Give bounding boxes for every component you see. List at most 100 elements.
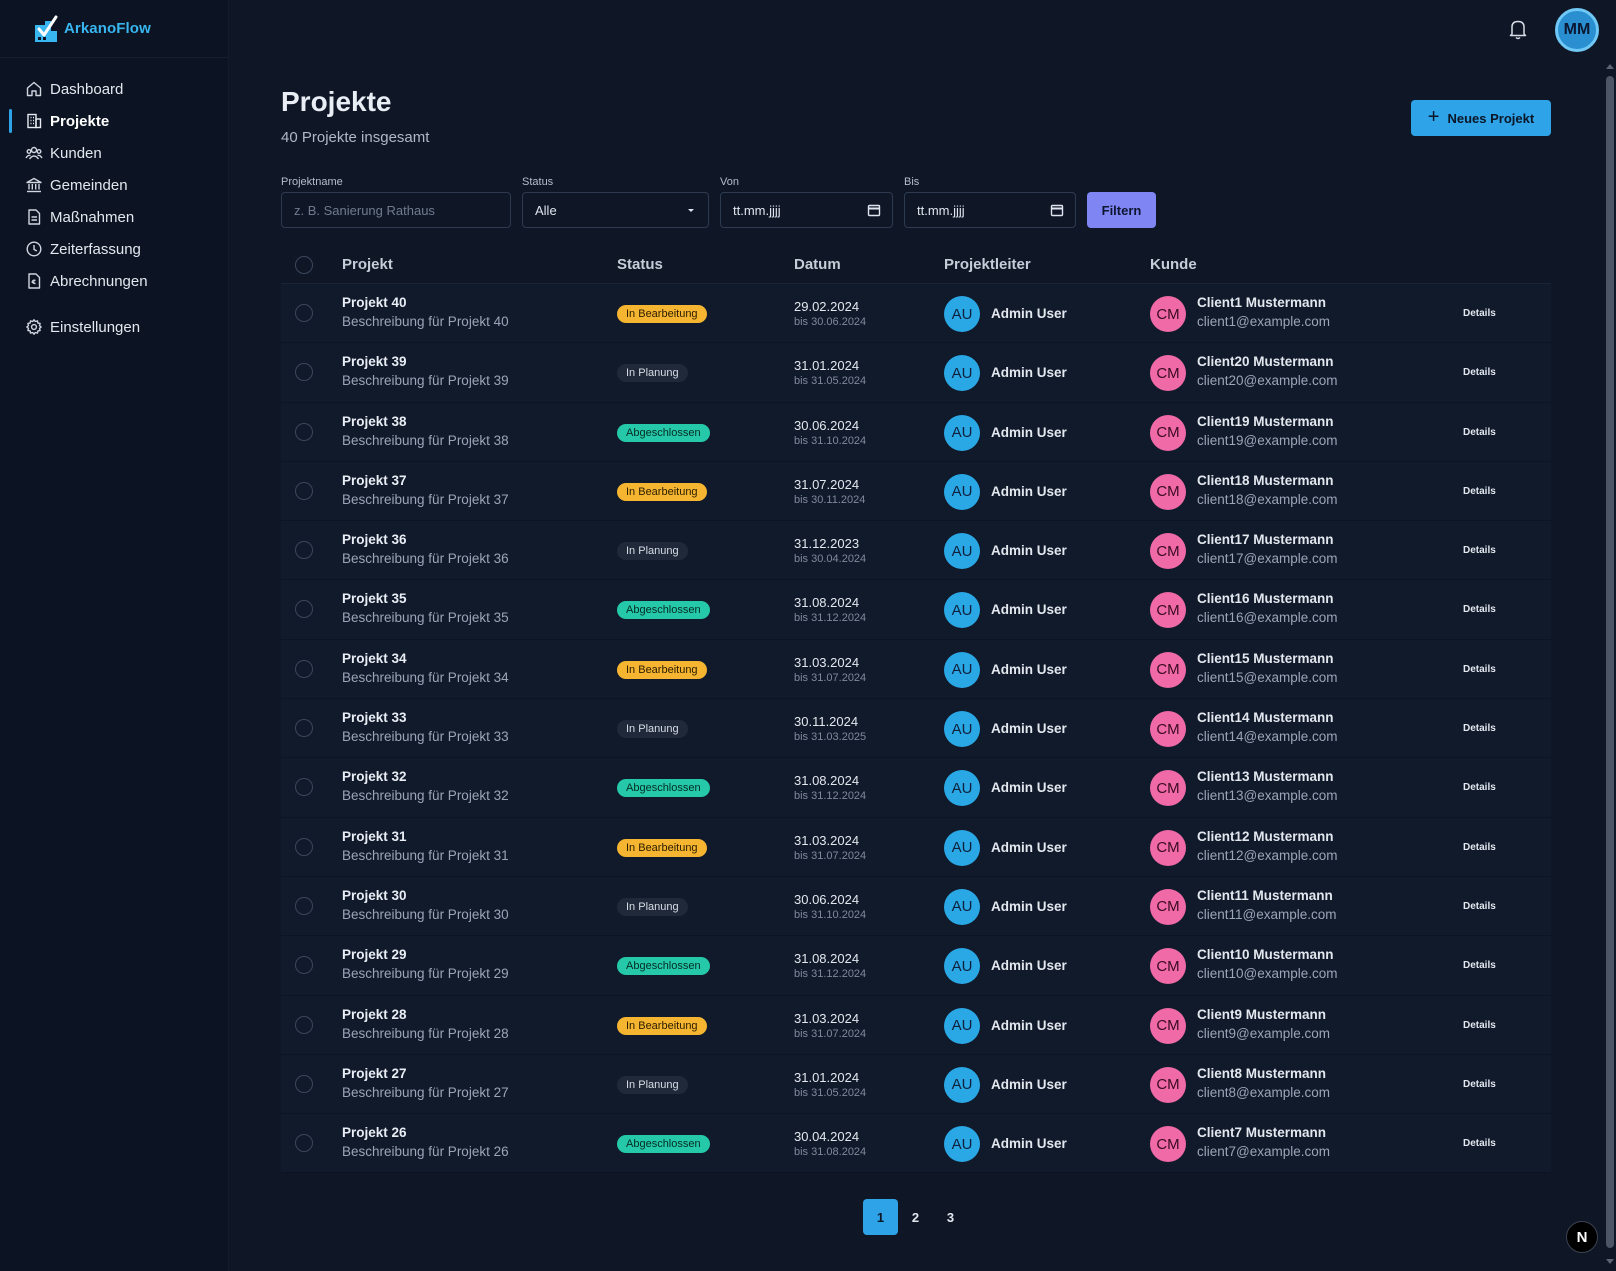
- column-header-leader[interactable]: Projektleiter: [944, 256, 1031, 273]
- project-name-input[interactable]: z. B. Sanierung Rathaus: [281, 192, 511, 228]
- details-link[interactable]: Details: [1463, 663, 1496, 675]
- start-date: 31.01.2024: [794, 358, 860, 374]
- start-date: 31.08.2024: [794, 773, 860, 789]
- row-checkbox[interactable]: [295, 363, 313, 382]
- sidebar-item-abrechnungen[interactable]: Abrechnungen: [0, 265, 229, 297]
- table-row[interactable]: Projekt 31 Beschreibung für Projekt 31 In …: [281, 817, 1551, 877]
- project-name[interactable]: Projekt 30: [342, 887, 407, 903]
- row-checkbox[interactable]: [295, 600, 313, 619]
- status-badge: Abgeschlossen: [617, 957, 710, 976]
- scroll-down-arrow-icon[interactable]: [1604, 1258, 1616, 1266]
- sidebar-item-zeiterfassung[interactable]: Zeiterfassung: [0, 233, 229, 265]
- project-name[interactable]: Projekt 28: [342, 1006, 407, 1022]
- project-name[interactable]: Projekt 39: [342, 354, 407, 370]
- table-row[interactable]: Projekt 32 Beschreibung für Projekt 32 Abg…: [281, 758, 1551, 818]
- details-link[interactable]: Details: [1463, 723, 1496, 735]
- project-name[interactable]: Projekt 34: [342, 650, 407, 666]
- table-row[interactable]: Projekt 28 Beschreibung für Projekt 28 In …: [281, 995, 1551, 1055]
- table-row[interactable]: Projekt 38 Beschreibung für Projekt 38 Abg…: [281, 402, 1551, 462]
- leader-name: Admin User: [991, 602, 1067, 618]
- sidebar-item-dashboard[interactable]: Dashboard: [0, 73, 229, 105]
- to-date-label: Bis: [904, 176, 920, 188]
- row-checkbox[interactable]: [295, 896, 313, 915]
- column-header-client[interactable]: Kunde: [1150, 256, 1197, 273]
- row-checkbox[interactable]: [295, 481, 313, 500]
- row-checkbox[interactable]: [295, 541, 313, 560]
- table-row[interactable]: Projekt 39 Beschreibung für Projekt 39 In …: [281, 343, 1551, 403]
- new-project-button[interactable]: + Neues Projekt: [1411, 100, 1551, 136]
- details-link[interactable]: Details: [1463, 308, 1496, 319]
- leader-avatar: AU: [944, 473, 980, 510]
- row-checkbox[interactable]: [295, 1074, 313, 1093]
- bell-icon[interactable]: [1508, 18, 1528, 40]
- project-name[interactable]: Projekt 40: [342, 295, 407, 310]
- table-row[interactable]: Projekt 36 Beschreibung für Projekt 36 In …: [281, 521, 1551, 581]
- sidebar-item-einstellungen[interactable]: Einstellungen: [0, 311, 229, 343]
- column-header-date[interactable]: Datum: [794, 256, 841, 273]
- table-row[interactable]: Projekt 37 Beschreibung für Projekt 37 In …: [281, 461, 1551, 522]
- row-checkbox[interactable]: [295, 1015, 313, 1034]
- table-row[interactable]: Projekt 40 Beschreibung für Projekt 40 In …: [281, 284, 1551, 344]
- project-name[interactable]: Projekt 33: [342, 710, 407, 726]
- row-checkbox[interactable]: [295, 422, 313, 441]
- project-name[interactable]: Projekt 38: [342, 413, 407, 429]
- client-email: client20@example.com: [1197, 373, 1338, 389]
- table-row[interactable]: Projekt 30 Beschreibung für Projekt 30 In …: [281, 876, 1551, 937]
- row-checkbox[interactable]: [295, 1134, 313, 1153]
- table-row[interactable]: Projekt 26 Beschreibung für Projekt 26 Abg…: [281, 1114, 1551, 1174]
- app-logo[interactable]: ArkanoFlow: [32, 12, 151, 44]
- status-badge: Abgeschlossen: [617, 779, 710, 798]
- page-button-3[interactable]: 3: [946, 1209, 955, 1225]
- details-link[interactable]: Details: [1463, 841, 1496, 853]
- details-link[interactable]: Details: [1463, 1019, 1496, 1031]
- table-row[interactable]: Projekt 34 Beschreibung für Projekt 34 In …: [281, 639, 1551, 700]
- status-select[interactable]: Alle: [522, 192, 709, 228]
- user-avatar[interactable]: MM: [1555, 8, 1599, 52]
- project-name[interactable]: Projekt 37: [342, 472, 407, 488]
- project-name[interactable]: Projekt 35: [342, 591, 407, 607]
- details-link[interactable]: Details: [1463, 1078, 1496, 1090]
- table-row[interactable]: Projekt 35 Beschreibung für Projekt 35 Abg…: [281, 580, 1551, 640]
- table-row[interactable]: Projekt 33 Beschreibung für Projekt 33 In …: [281, 699, 1551, 759]
- project-name[interactable]: Projekt 26: [342, 1125, 407, 1141]
- sidebar-item-kunden[interactable]: Kunden: [0, 137, 229, 169]
- page-button-1[interactable]: 1: [863, 1199, 898, 1235]
- details-link[interactable]: Details: [1463, 1138, 1496, 1150]
- select-all-checkbox[interactable]: [295, 256, 313, 274]
- row-checkbox[interactable]: [295, 659, 313, 678]
- row-checkbox[interactable]: [295, 837, 313, 856]
- details-link[interactable]: Details: [1463, 367, 1496, 379]
- from-date-input[interactable]: tt.mm.jjjj: [720, 192, 893, 228]
- start-date: 30.06.2024: [794, 417, 860, 433]
- column-header-status[interactable]: Status: [617, 256, 663, 273]
- project-name[interactable]: Projekt 29: [342, 947, 407, 963]
- table-row[interactable]: Projekt 27 Beschreibung für Projekt 27 In …: [281, 1054, 1551, 1115]
- row-checkbox[interactable]: [295, 719, 313, 738]
- details-link[interactable]: Details: [1463, 782, 1496, 794]
- row-checkbox[interactable]: [295, 778, 313, 797]
- sidebar-item-projekte[interactable]: Projekte: [0, 105, 229, 137]
- details-link[interactable]: Details: [1463, 900, 1496, 912]
- scroll-up-arrow-icon[interactable]: [1604, 62, 1616, 70]
- project-name[interactable]: Projekt 31: [342, 828, 407, 844]
- table-row[interactable]: Projekt 29 Beschreibung für Projekt 29 Abg…: [281, 936, 1551, 996]
- project-name[interactable]: Projekt 32: [342, 769, 407, 785]
- project-name[interactable]: Projekt 27: [342, 1065, 407, 1081]
- sidebar-item-massnahmen[interactable]: Maßnahmen: [0, 201, 229, 233]
- details-link[interactable]: Details: [1463, 960, 1496, 972]
- filter-button[interactable]: Filtern: [1087, 192, 1156, 228]
- row-checkbox[interactable]: [295, 304, 313, 322]
- to-date-input[interactable]: tt.mm.jjjj: [904, 192, 1076, 228]
- details-link[interactable]: Details: [1463, 604, 1496, 616]
- sidebar: ArkanoFlow Dashboard Projekte Kunden: [0, 0, 229, 1271]
- dev-tools-badge[interactable]: N: [1566, 1221, 1598, 1253]
- details-link[interactable]: Details: [1463, 485, 1496, 497]
- column-header-project[interactable]: Projekt: [342, 256, 393, 273]
- details-link[interactable]: Details: [1463, 545, 1496, 557]
- details-link[interactable]: Details: [1463, 426, 1496, 438]
- page-button-2[interactable]: 2: [911, 1209, 920, 1225]
- row-checkbox[interactable]: [295, 956, 313, 975]
- project-name[interactable]: Projekt 36: [342, 532, 407, 548]
- sidebar-item-gemeinden[interactable]: Gemeinden: [0, 169, 229, 201]
- scrollbar-thumb[interactable]: [1606, 76, 1614, 1248]
